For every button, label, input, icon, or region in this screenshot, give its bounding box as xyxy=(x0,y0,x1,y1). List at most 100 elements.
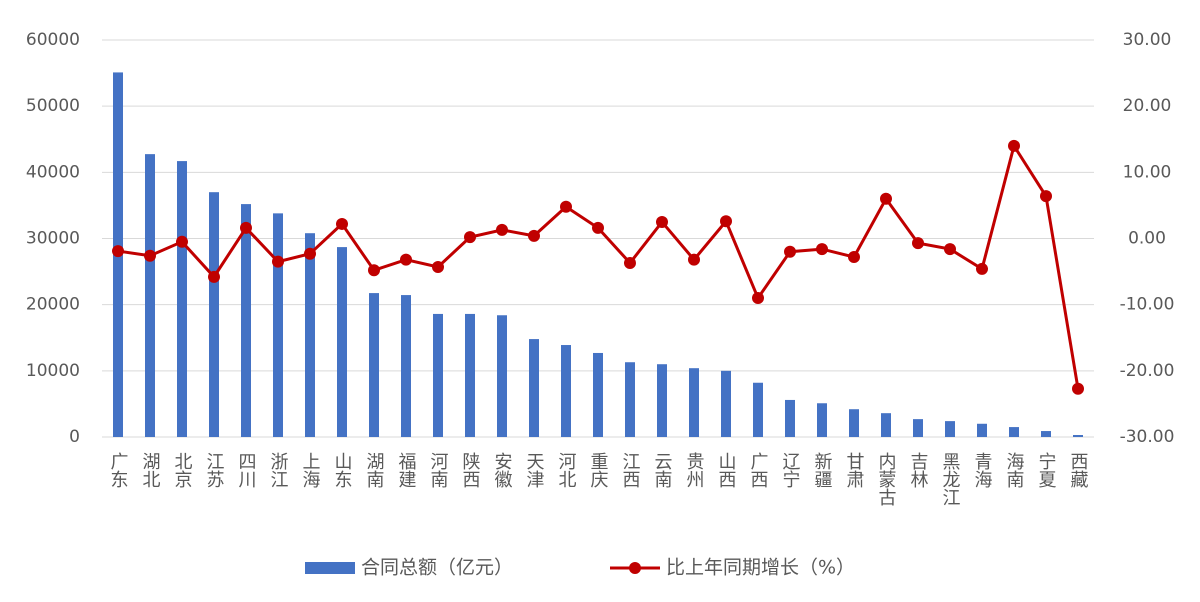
line-marker xyxy=(464,231,476,244)
x-tick-label: 湖北 xyxy=(140,452,161,488)
line-marker xyxy=(272,255,284,268)
bar xyxy=(1009,427,1019,437)
line-marker xyxy=(688,253,700,266)
bar xyxy=(497,315,507,437)
y-tick-label: 60000 xyxy=(26,30,80,50)
y-tick-label: 50000 xyxy=(26,96,80,116)
x-tick-label: 天津 xyxy=(524,452,545,488)
x-tick-label: 广西 xyxy=(748,452,769,488)
bar xyxy=(369,293,379,437)
x-tick-label: 广东 xyxy=(108,452,129,488)
bar xyxy=(273,213,283,437)
y2-tick-label: -30.00 xyxy=(1120,427,1175,447)
line-marker xyxy=(1040,190,1052,203)
bar xyxy=(785,399,795,437)
x-tick-label: 山东 xyxy=(332,452,353,488)
line-marker xyxy=(1072,382,1084,395)
line-marker xyxy=(400,253,412,266)
x-tick-label: 西藏 xyxy=(1068,452,1089,489)
x-tick-label: 宁夏 xyxy=(1036,452,1057,488)
bar xyxy=(689,368,699,437)
x-tick-label: 吉林 xyxy=(908,452,929,488)
legend-label: 合同总额（亿元） xyxy=(361,557,513,579)
y2-tick-label: 20.00 xyxy=(1123,96,1172,116)
x-tick-label: 河南 xyxy=(428,452,449,488)
bar xyxy=(465,313,475,437)
y2-tick-label: 30.00 xyxy=(1123,30,1172,50)
line-marker xyxy=(912,237,924,250)
bar xyxy=(1073,435,1083,437)
line-marker xyxy=(208,270,220,283)
x-tick-label: 新疆 xyxy=(812,452,833,488)
bar xyxy=(433,313,443,437)
line-marker xyxy=(592,221,604,234)
legend-swatch xyxy=(305,562,355,574)
line-marker xyxy=(432,260,444,273)
x-tick-label: 福建 xyxy=(396,452,417,488)
y2-tick-label: -10.00 xyxy=(1120,295,1175,315)
bar xyxy=(753,382,763,437)
y-tick-label: 0 xyxy=(69,427,80,447)
bar xyxy=(657,364,667,437)
line-marker xyxy=(144,249,156,262)
line-marker xyxy=(112,245,124,258)
line xyxy=(117,142,1080,389)
x-tick-label: 内蒙古 xyxy=(876,452,897,506)
x-tick-label: 辽宁 xyxy=(780,452,801,488)
x-tick-label: 黑龙江 xyxy=(940,452,961,506)
line-marker xyxy=(656,215,668,228)
bar xyxy=(817,403,827,437)
bar xyxy=(529,339,539,437)
line-marker xyxy=(848,251,860,264)
bar xyxy=(593,352,603,437)
x-tick-label: 江西 xyxy=(620,452,641,488)
x-tick-label: 甘肃 xyxy=(844,452,865,488)
y-tick-label: 20000 xyxy=(26,295,80,315)
bar xyxy=(913,419,923,437)
x-tick-label: 上海 xyxy=(300,452,321,488)
x-tick-label: 青海 xyxy=(972,452,993,488)
bar xyxy=(241,204,251,437)
line-marker xyxy=(336,217,348,230)
y-tick-label: 30000 xyxy=(26,229,80,249)
y2-tick-label: 10.00 xyxy=(1123,162,1172,182)
x-tick-label: 四川 xyxy=(236,452,257,488)
line-marker xyxy=(976,262,988,275)
line-marker xyxy=(240,221,252,234)
line-marker xyxy=(624,256,636,269)
x-tick-label: 陕西 xyxy=(460,452,481,488)
x-tick-label: 贵州 xyxy=(684,452,705,488)
bar xyxy=(177,161,187,437)
bar xyxy=(337,247,347,437)
bar xyxy=(209,192,219,437)
x-tick-label: 浙江 xyxy=(268,452,289,488)
y-tick-label: 10000 xyxy=(26,361,80,381)
legend-label: 比上年同期增长（%） xyxy=(666,557,855,579)
line-marker xyxy=(176,235,188,248)
bar xyxy=(721,370,731,437)
line-marker xyxy=(816,243,828,256)
line-marker xyxy=(720,215,732,228)
line-marker xyxy=(560,200,572,213)
bar xyxy=(881,413,891,437)
y-tick-label: 40000 xyxy=(26,162,80,182)
line-marker xyxy=(752,292,764,305)
bar xyxy=(945,421,955,437)
x-tick-label: 安徽 xyxy=(492,452,513,488)
bar xyxy=(145,154,155,437)
x-tick-label: 云南 xyxy=(652,452,673,488)
x-tick-label: 河北 xyxy=(556,452,577,488)
x-tick-label: 北京 xyxy=(172,452,193,489)
x-tick-label: 江苏 xyxy=(204,452,225,488)
line-marker xyxy=(368,264,380,277)
line-marker xyxy=(944,243,956,256)
bar xyxy=(1041,431,1051,437)
x-tick-label: 重庆 xyxy=(588,452,609,488)
bar xyxy=(977,423,987,437)
bar xyxy=(401,295,411,437)
legend-swatch xyxy=(629,562,641,574)
line-marker xyxy=(528,229,540,242)
line-marker xyxy=(784,245,796,258)
